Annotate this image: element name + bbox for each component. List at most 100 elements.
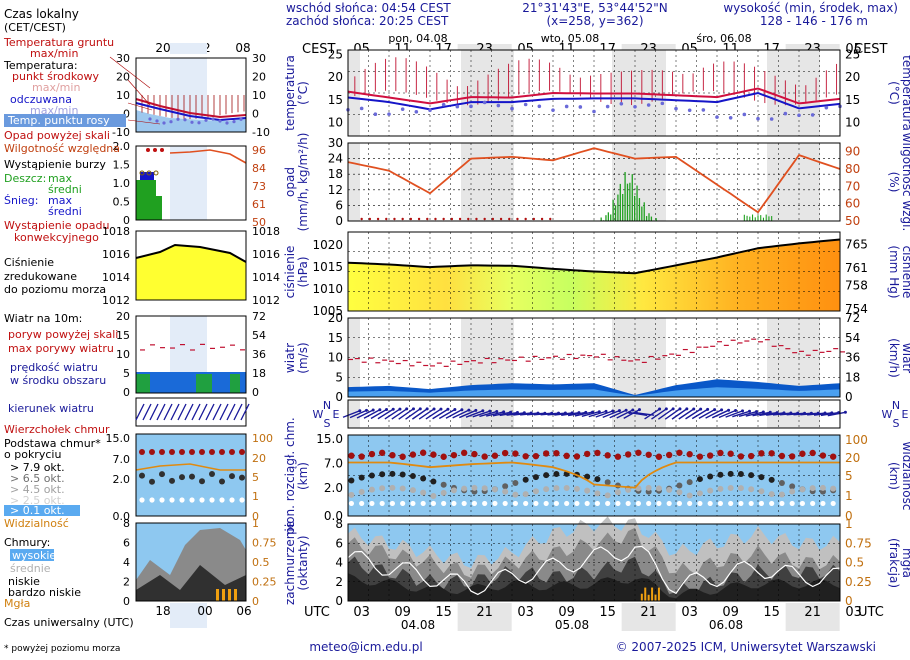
wind-arrow (465, 410, 484, 418)
humidity-axis-unit: (%) (887, 172, 901, 193)
legend-dew-dot (162, 121, 166, 125)
cloud-top-dot (573, 453, 581, 460)
legend-wind-strong (196, 374, 212, 393)
coords-text: 21°31'43"E, 53°44'52"N (522, 1, 667, 15)
fog-tick: 1 (845, 517, 853, 531)
temp-tick-right: 20 (845, 70, 860, 84)
dew-point-dot (715, 115, 719, 119)
wind-arrow-head (364, 408, 368, 412)
wind-arrow-head (843, 410, 847, 414)
legend-arrow (191, 403, 201, 421)
dew-point-dot (674, 106, 678, 111)
cloud-top-dot (399, 453, 406, 460)
dew-point-dot (482, 100, 487, 105)
dir-s-r: S (893, 417, 900, 430)
wind-arrow (479, 410, 497, 418)
wind-arrow (370, 408, 387, 420)
dew-point-dot (564, 104, 569, 109)
legend-humidity-tick: 61 (252, 198, 266, 211)
pressure-line (347, 238, 841, 275)
press-tick-r: 758 (845, 279, 868, 293)
dew-point-dot (605, 104, 610, 109)
cloud-base-dot-white (451, 500, 457, 507)
legend-temp-tick: -10 (112, 126, 130, 139)
footnote: * powyżej poziomu morza (4, 644, 120, 654)
cloud-base-dot-white (543, 500, 549, 507)
cloud-base-dot-white (389, 500, 396, 507)
cloud-base-dot-light (348, 491, 355, 498)
cloud-base-dot (768, 476, 775, 483)
cloud-base-dot-white (441, 500, 447, 507)
precip-occurrence (417, 217, 421, 221)
legend-dew-dot (155, 119, 159, 123)
fog-bar (640, 593, 643, 601)
press-tick: 1010 (312, 282, 343, 296)
dew-point-dot (510, 106, 514, 111)
legend-convective-label: konwekcyjnego (14, 231, 99, 244)
legend-fog-bar (216, 589, 219, 601)
legend-arrow (170, 403, 180, 421)
dew-point-dot (414, 110, 419, 114)
precip-occurrence (385, 217, 388, 221)
utc-hour: 03 (845, 605, 862, 620)
leader-line (127, 79, 151, 106)
wind-arrow (644, 408, 660, 420)
legend-temp-tick: 20 (116, 71, 130, 84)
legend-humidity-label: Wilgotność względna (4, 142, 120, 155)
fog-tick: 0.25 (845, 575, 872, 589)
temp-tick-right: 10 (845, 115, 860, 129)
legend-max-gust: max porywy wiatru (8, 342, 114, 355)
legend-press-tick-r: 1014 (252, 271, 280, 284)
legend-precip-tick: 0 (123, 214, 130, 227)
precip-occurrence (442, 217, 445, 221)
cloud-base-dot-white (430, 500, 437, 507)
cloud-base-dot (676, 482, 683, 489)
wind-arrow-head (727, 408, 731, 412)
legend-utc-hour: 06 (236, 604, 251, 618)
precip-tick: 24 (328, 152, 343, 166)
cloud-base-dot (686, 479, 693, 486)
night-band (348, 400, 360, 428)
humidity-tick: 60 (845, 197, 860, 211)
legend-press-tick: 1014 (102, 271, 130, 284)
cloud-top-dot (409, 451, 417, 458)
legend-vis-tick: 0 (252, 510, 259, 523)
cloud-base-dot-light (512, 491, 519, 498)
vis-tick: 0 (845, 509, 853, 523)
cloud-tick: 2.0 (324, 481, 343, 495)
fog-axis-unit: (frakcja) (887, 538, 901, 588)
legend-dew-dot (218, 119, 222, 123)
cloud-base-dot-light (758, 488, 765, 495)
legend-press-line (135, 243, 247, 263)
cloud-base-dot-light (420, 489, 427, 496)
legend-snow-mid: średni (48, 205, 82, 218)
leader-line (127, 119, 161, 125)
legend-vis-tick: 5 (252, 471, 259, 484)
wind-arrow (492, 411, 511, 417)
press-tick-r: 754 (845, 302, 868, 316)
wind-tick-r: 54 (845, 331, 860, 345)
cloud-top-dot (389, 451, 396, 459)
legend-wind-title: Wiatr na 10m: (4, 312, 82, 325)
wind-arrow (827, 411, 846, 417)
legend-convective (153, 170, 159, 176)
cloud-base-dot-light (481, 485, 488, 492)
cloud-base-dot (748, 472, 755, 479)
precip-occurrence (516, 217, 519, 221)
day-label: wto, 05.08 (541, 32, 600, 45)
legend-dew-dot (211, 117, 215, 121)
fog-axis-label: mgła (900, 548, 910, 578)
dew-point-dot (797, 113, 801, 118)
cloud-top-dot (583, 450, 591, 458)
dew-point-dot (441, 102, 446, 107)
dew-point-dot (551, 108, 555, 112)
legend-coverage: o pokryciu (4, 448, 61, 461)
wind-arrow (678, 408, 695, 420)
wind-arrow (711, 409, 729, 419)
wind-arrow (377, 408, 394, 420)
fog-bar (657, 587, 660, 601)
legend-cover-tick: 6 (123, 537, 130, 550)
temp-tick-left: 20 (328, 70, 343, 84)
precip-occurrence (467, 217, 470, 221)
wind-arrow (698, 408, 715, 420)
